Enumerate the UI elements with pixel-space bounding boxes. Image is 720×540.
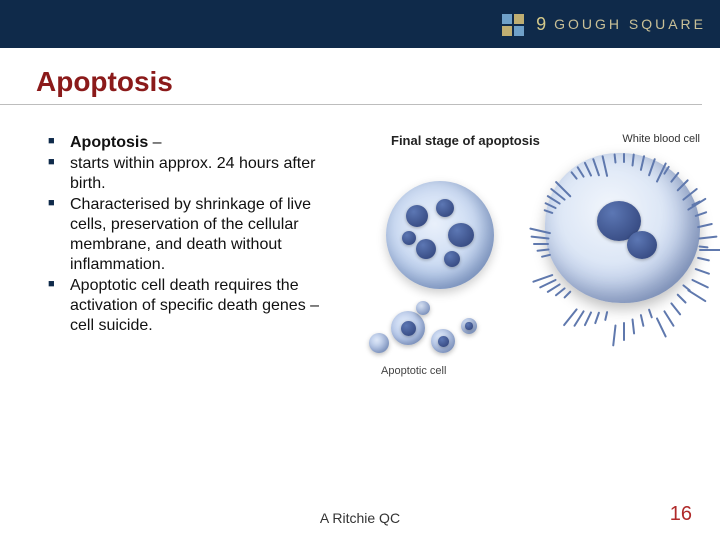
nucleus-blob [416, 239, 436, 259]
cell-fragment [369, 333, 389, 353]
cell-fragment [391, 311, 425, 345]
wbc-spike [536, 248, 549, 251]
nucleus-blob [436, 199, 454, 217]
wbc-spike [698, 235, 717, 239]
wbc-spike [694, 211, 707, 217]
text-column: Apoptosis –starts within approx. 24 hour… [48, 133, 343, 413]
slide-title: Apoptosis [0, 48, 702, 105]
wbc-spike [544, 202, 557, 209]
wbc-spike [694, 268, 710, 275]
bullet-list: Apoptosis –starts within approx. 24 hour… [48, 133, 343, 336]
wbc-spike [543, 209, 553, 214]
wbc-spike [676, 293, 687, 304]
footer: A Ritchie QC 16 [0, 510, 720, 526]
wbc-spike [669, 302, 681, 316]
wbc-spike [612, 324, 616, 346]
apoptosis-diagram: Final stage of apoptosis White blood cel… [361, 133, 700, 413]
wbc-spike [613, 153, 616, 163]
wbc-spike [669, 172, 679, 183]
wbc-spike [682, 188, 698, 201]
wbc-spike [529, 227, 551, 234]
wbc-spike [533, 243, 549, 245]
bullet-item: starts within approx. 24 hours after bir… [48, 154, 343, 194]
wbc-spike [631, 153, 634, 166]
wbc-spike [593, 311, 599, 324]
wbc-spike [583, 311, 592, 326]
bullet-item: Characterised by shrinkage of live cells… [48, 195, 343, 275]
logo-nine: 9 [536, 14, 546, 35]
wbc-spike [696, 223, 712, 229]
header-bar: 9 GOUGH SQUARE [0, 0, 720, 48]
wbc-spike [576, 166, 585, 178]
nucleus-blob [444, 251, 460, 267]
cell-fragment [416, 301, 430, 315]
wbc-spike [696, 257, 709, 262]
wbc-spike [583, 162, 592, 177]
wbc-spike [676, 179, 689, 192]
wbc-spike [631, 318, 635, 334]
wbc-spike [540, 254, 550, 258]
fragment-nucleus [465, 322, 472, 329]
wbc-spike [623, 153, 625, 163]
content-area: Apoptosis –starts within approx. 24 hour… [0, 105, 720, 413]
wbc-nucleus [627, 231, 657, 259]
cell-fragment [431, 329, 455, 353]
apoptotic-cell [386, 181, 494, 289]
logo-squares-icon [502, 14, 524, 36]
wbc-spike [647, 158, 655, 177]
wbc-spike [601, 155, 608, 177]
fragment-nucleus [438, 336, 449, 347]
wbc-spike [563, 290, 571, 298]
wbc-spike [655, 317, 666, 338]
wbc-spike [639, 155, 645, 171]
nucleus-blob [406, 205, 428, 227]
wbc-spike [663, 310, 675, 327]
wbc-spike [604, 311, 608, 321]
bullet-item: Apoptotic cell death requires the activa… [48, 276, 343, 336]
wbc-spike [639, 314, 644, 327]
nucleus-blob [448, 223, 474, 247]
wbc-spike [691, 279, 709, 289]
wbc-spike [530, 235, 549, 239]
wbc-spike [592, 158, 600, 177]
wbc-spike [647, 308, 652, 318]
nucleus-blob [402, 231, 416, 245]
cell-fragment [461, 318, 477, 334]
white-blood-cell [545, 153, 700, 303]
apoptotic-label: Apoptotic cell [381, 365, 446, 377]
brand-logo: 9 GOUGH SQUARE [502, 13, 706, 35]
logo-text: GOUGH SQUARE [554, 16, 706, 32]
wbc-spike [623, 322, 625, 341]
footer-page-number: 16 [670, 503, 692, 526]
fragment-nucleus [401, 321, 416, 336]
diagram-title: Final stage of apoptosis [391, 133, 540, 148]
wbc-label: White blood cell [622, 133, 700, 145]
wbc-spike [699, 249, 720, 251]
wbc-spike [570, 171, 578, 180]
footer-author: A Ritchie QC [0, 510, 720, 526]
bullet-item: Apoptosis – [48, 133, 343, 153]
